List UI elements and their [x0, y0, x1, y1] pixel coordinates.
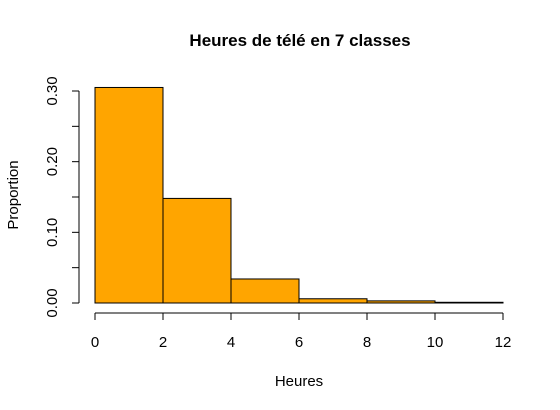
x-tick-label-0: 0	[91, 334, 99, 351]
y-axis: 0.00 0.10 0.20 0.30	[44, 76, 80, 318]
y-tick-label-2: 0.10	[44, 218, 61, 247]
bars-group	[94, 86, 504, 304]
x-tick-label-3: 6	[295, 334, 303, 351]
histogram-bar-1	[162, 197, 232, 304]
y-axis-label: Proportion	[5, 160, 22, 229]
histogram-bar-3	[298, 298, 368, 304]
x-tick-label-4: 8	[363, 334, 371, 351]
x-axis: 0 2 4 6 8 10 12	[91, 312, 512, 351]
histogram-bar-2	[230, 278, 300, 304]
x-tick-label-1: 2	[159, 334, 167, 351]
histogram-bar-0	[94, 86, 164, 304]
y-tick-label-4: 0.20	[44, 147, 61, 176]
x-tick-label-6: 12	[495, 334, 512, 351]
x-tick-label-5: 10	[427, 334, 444, 351]
x-axis-label: Heures	[275, 373, 323, 390]
y-tick-label-0: 0.00	[44, 288, 61, 317]
x-tick-label-2: 4	[227, 334, 235, 351]
chart-title: Heures de télé en 7 classes	[189, 31, 410, 50]
histogram-bar-4	[366, 300, 436, 304]
histogram-bar-5	[434, 301, 504, 304]
y-tick-label-6: 0.30	[44, 76, 61, 105]
